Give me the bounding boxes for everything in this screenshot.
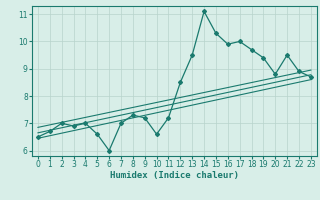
X-axis label: Humidex (Indice chaleur): Humidex (Indice chaleur) bbox=[110, 171, 239, 180]
